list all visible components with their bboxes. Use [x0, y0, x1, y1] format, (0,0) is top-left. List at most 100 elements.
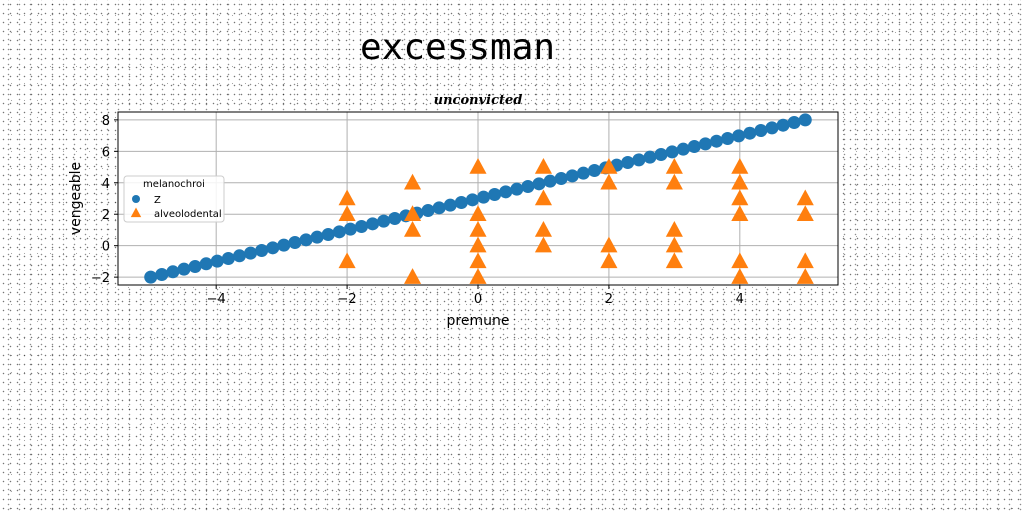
data-point-circle: [477, 190, 491, 204]
data-point-circle: [377, 214, 391, 228]
data-point-circle: [321, 227, 335, 241]
data-point-circle: [732, 129, 746, 143]
x-tick-label: 0: [474, 292, 482, 307]
data-point-circle: [532, 177, 546, 191]
data-point-triangle: [338, 189, 356, 206]
x-tick-label: −4: [207, 292, 226, 307]
data-point-circle: [698, 137, 712, 151]
legend-label: alveolodental: [154, 209, 222, 220]
data-point-triangle: [403, 205, 422, 221]
data-point-circle: [488, 188, 502, 202]
data-point-circle: [743, 126, 757, 140]
data-point-circle: [177, 262, 191, 276]
data-point-triangle: [731, 189, 749, 206]
data-point-triangle: [534, 189, 553, 206]
data-point-triangle: [665, 252, 683, 269]
data-point-circle: [144, 270, 158, 284]
data-point-triangle: [338, 205, 356, 221]
data-point-triangle: [600, 173, 618, 190]
data-point-triangle: [665, 173, 683, 190]
data-point-circle: [543, 174, 557, 188]
data-point-circle: [554, 172, 568, 186]
data-point-circle: [443, 198, 457, 212]
data-point-triangle: [534, 236, 553, 253]
data-point-triangle: [469, 252, 487, 269]
y-tick-label: 2: [102, 208, 110, 223]
x-tick-label: 4: [736, 292, 744, 307]
legend-marker-triangle: [130, 207, 142, 218]
data-point-triangle: [600, 236, 618, 253]
data-point-circle: [798, 113, 812, 127]
data-point-circle: [288, 235, 302, 249]
data-point-circle: [155, 267, 169, 281]
data-point-circle: [388, 211, 402, 225]
x-tick-label: 2: [605, 292, 613, 307]
y-tick-label: 0: [102, 240, 110, 255]
data-point-triangle: [665, 220, 683, 237]
data-point-circle: [565, 169, 579, 183]
data-point-circle: [421, 203, 435, 217]
data-point-circle: [277, 238, 291, 252]
data-point-circle: [266, 241, 280, 255]
data-point-circle: [787, 116, 801, 130]
data-point-triangle: [796, 252, 814, 269]
data-point-circle: [576, 166, 590, 180]
data-point-triangle: [469, 158, 487, 174]
data-point-triangle: [731, 158, 749, 174]
data-point-circle: [632, 153, 646, 167]
data-point-triangle: [469, 268, 487, 284]
data-point-circle: [621, 156, 635, 170]
y-tick-label: 8: [102, 114, 110, 129]
data-point-triangle: [469, 236, 487, 253]
data-point-circle: [432, 201, 446, 215]
data-point-circle: [188, 259, 202, 273]
data-point-circle: [521, 180, 535, 194]
data-point-circle: [343, 222, 357, 236]
series-layer: [144, 113, 814, 284]
axis-ticks: −4 −2 0 2 4 −2 0 2 4 6 8: [91, 114, 744, 307]
data-point-circle: [676, 142, 690, 156]
data-point-triangle: [469, 220, 487, 237]
data-point-triangle: [338, 252, 356, 269]
data-point-circle: [199, 257, 213, 271]
data-point-circle: [310, 230, 324, 244]
data-point-circle: [244, 246, 258, 260]
data-point-triangle: [469, 205, 487, 221]
data-point-triangle: [403, 173, 422, 190]
data-point-circle: [654, 148, 668, 162]
data-point-triangle: [796, 205, 814, 221]
y-tick-label: −2: [91, 271, 110, 286]
data-point-circle: [232, 249, 246, 263]
legend-label: Z: [154, 195, 161, 206]
data-point-circle: [765, 121, 779, 135]
data-point-circle: [465, 193, 479, 207]
data-point-circle: [776, 118, 790, 132]
data-point-circle: [355, 219, 369, 233]
data-point-triangle: [534, 158, 553, 174]
data-point-triangle: [731, 173, 749, 190]
data-point-triangle: [534, 220, 553, 237]
x-tick-label: −2: [338, 292, 357, 307]
data-point-circle: [687, 140, 701, 154]
data-point-circle: [221, 251, 235, 265]
data-point-circle: [499, 185, 513, 199]
data-point-circle: [454, 195, 468, 209]
y-tick-label: 4: [102, 177, 110, 192]
x-axis-label: premune: [447, 313, 510, 329]
data-point-circle: [721, 132, 735, 146]
data-point-triangle: [731, 268, 749, 284]
y-axis-label: vengeable: [68, 162, 84, 235]
data-point-triangle: [600, 252, 618, 269]
legend-box: [123, 175, 225, 223]
chart-title: unconvicted: [434, 93, 523, 108]
data-point-triangle: [403, 220, 422, 237]
data-point-triangle: [403, 268, 422, 284]
page-title: excessman: [360, 27, 556, 68]
legend-title: melanochroi: [143, 179, 205, 190]
data-point-circle: [332, 225, 346, 239]
data-point-circle: [710, 134, 724, 148]
data-point-triangle: [731, 205, 749, 221]
